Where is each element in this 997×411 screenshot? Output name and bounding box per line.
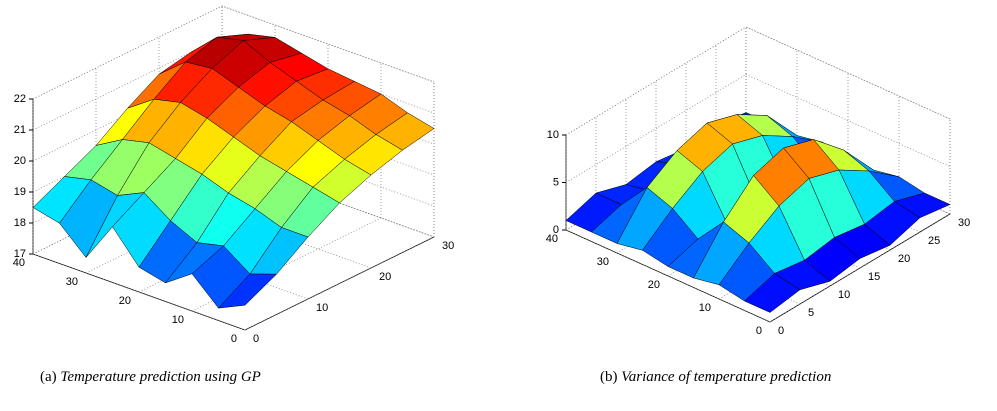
surface-patch <box>218 273 277 309</box>
z-tick-label: 19 <box>14 186 26 198</box>
x-tick-label: 20 <box>898 253 910 265</box>
caption-text: Temperature prediction using GP <box>60 369 260 385</box>
y-tick-label: 0 <box>756 325 762 337</box>
x-tick-label: 20 <box>379 271 391 283</box>
z-tick-label: 5 <box>553 176 559 188</box>
y-tick-label: 30 <box>597 256 609 268</box>
z-tick-label: 18 <box>14 217 26 229</box>
y-tick-label: 30 <box>66 276 78 288</box>
caption-label: (a) <box>40 369 57 385</box>
x-tick-label: 30 <box>958 217 970 229</box>
y-tick-label: 10 <box>699 302 711 314</box>
grid-line <box>32 36 223 131</box>
x-tick-label: 10 <box>838 289 850 301</box>
x-tick-label: 0 <box>253 333 259 345</box>
z-tick-label: 0 <box>553 224 559 236</box>
y-tick-label: 0 <box>231 333 237 345</box>
z-tick-label: 21 <box>14 124 26 136</box>
z-tick-label: 10 <box>547 129 559 141</box>
caption: (b) Variance of temperature prediction <box>600 369 831 385</box>
x-tick-label: 30 <box>442 240 454 252</box>
x-tick-label: 0 <box>778 325 784 337</box>
caption-label: (b) <box>600 369 618 385</box>
y-tick-label: 10 <box>172 314 184 326</box>
z-tick-label: 17 <box>14 248 26 260</box>
grid-line <box>565 74 747 183</box>
z-tick-label: 22 <box>14 93 26 105</box>
x-tick-label: 10 <box>316 302 328 314</box>
surface-patch <box>744 273 801 313</box>
grid-line <box>191 217 382 312</box>
x-tick-label: 5 <box>808 307 814 319</box>
x-tick-label: 15 <box>868 271 880 283</box>
z-tick-label: 20 <box>14 155 26 167</box>
grid-line <box>244 236 435 331</box>
y-tick-label: 40 <box>13 257 25 269</box>
y-tick-label: 20 <box>648 279 660 291</box>
grid-line <box>745 26 951 120</box>
grid-line <box>745 74 951 167</box>
caption: (a) Temperature prediction using GP <box>40 369 261 385</box>
x-tick-label: 25 <box>928 235 940 247</box>
grid-line <box>565 26 747 136</box>
grid-line <box>769 213 951 323</box>
y-tick-label: 20 <box>119 295 131 307</box>
y-tick-label: 40 <box>546 233 558 245</box>
grid-line <box>32 5 223 100</box>
caption-text: Variance of temperature prediction <box>621 369 831 385</box>
